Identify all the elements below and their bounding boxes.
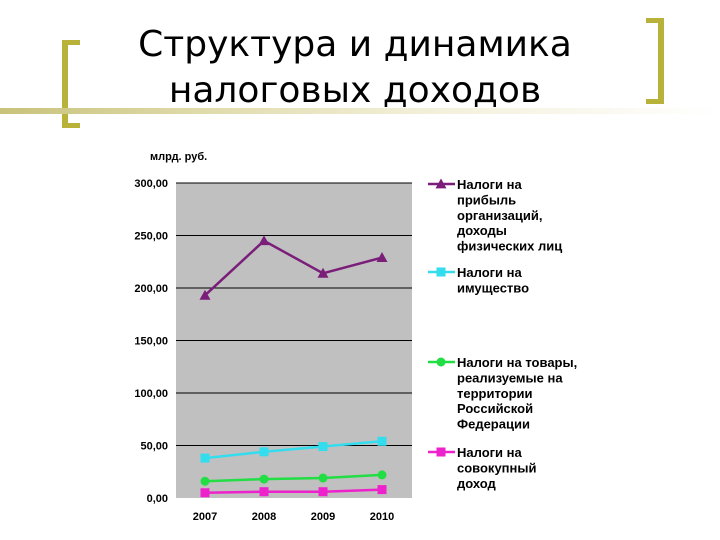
legend-label: организаций, (457, 208, 542, 223)
legend-marker (436, 447, 446, 457)
x-tick-label: 2007 (193, 511, 217, 523)
series-line (204, 488, 383, 494)
legend-label: Российской (457, 401, 533, 416)
y-tick-label: 200,00 (134, 283, 168, 295)
right-bracket-top (646, 18, 664, 23)
data-point (258, 235, 270, 246)
legend-label: прибыль (457, 192, 516, 207)
data-point (376, 252, 388, 262)
legend-label: Федерации (457, 417, 530, 432)
title-line-1: Структура и динамика (138, 24, 572, 65)
data-point (259, 474, 269, 484)
y-tick-label: 50,00 (140, 441, 168, 453)
data-point (318, 487, 328, 497)
data-point (318, 473, 328, 483)
legend-label: имущество (457, 280, 529, 295)
data-point (377, 436, 387, 446)
y-tick-label: 300,00 (134, 178, 168, 190)
x-tick-label: 2009 (311, 511, 335, 523)
series-line (204, 473, 383, 483)
right-bracket-vertical (658, 18, 664, 104)
y-tick-label: 250,00 (134, 231, 168, 243)
legend-label: Налоги на (457, 265, 523, 280)
legend-label: Налоги на (457, 177, 523, 192)
data-point (200, 488, 210, 498)
y-tick-label: 0,00 (147, 493, 168, 505)
legend-label: территории (457, 386, 533, 401)
right-bracket-bottom (646, 99, 664, 104)
y-tick-label: 100,00 (134, 388, 168, 400)
left-bracket-vertical (62, 40, 68, 128)
data-point (318, 442, 328, 452)
data-point (317, 267, 329, 278)
legend-label: доход (457, 476, 497, 491)
legend-label: совокупный (457, 460, 536, 475)
legend-label: Налоги на товары, (457, 355, 577, 370)
title-underline (0, 108, 720, 114)
title-line-2: налоговых доходов (168, 70, 542, 111)
x-tick-label: 2008 (252, 511, 276, 523)
slide-title: Структура и динамика налоговых доходов (110, 22, 600, 114)
legend-label: доходы (457, 223, 507, 238)
left-bracket-bottom (62, 123, 80, 128)
data-point (377, 470, 387, 480)
legend-label: физических лиц (457, 239, 562, 254)
legend-marker (436, 267, 446, 277)
x-tick-label: 2010 (370, 511, 394, 523)
legend-marker (435, 178, 447, 189)
data-point (259, 447, 269, 457)
data-point (200, 476, 210, 486)
left-bracket-top (62, 40, 80, 45)
legend-label: Налоги на (457, 445, 523, 460)
series-line (204, 239, 383, 297)
data-point (259, 487, 269, 497)
y-axis-unit-label: млрд. руб. (150, 151, 207, 163)
legend-marker (436, 357, 446, 367)
data-point (377, 485, 387, 495)
data-point (199, 289, 211, 300)
data-point (200, 453, 210, 463)
y-tick-label: 150,00 (134, 336, 168, 348)
series-line (204, 440, 383, 460)
legend-label: реализуемые на (457, 370, 563, 385)
